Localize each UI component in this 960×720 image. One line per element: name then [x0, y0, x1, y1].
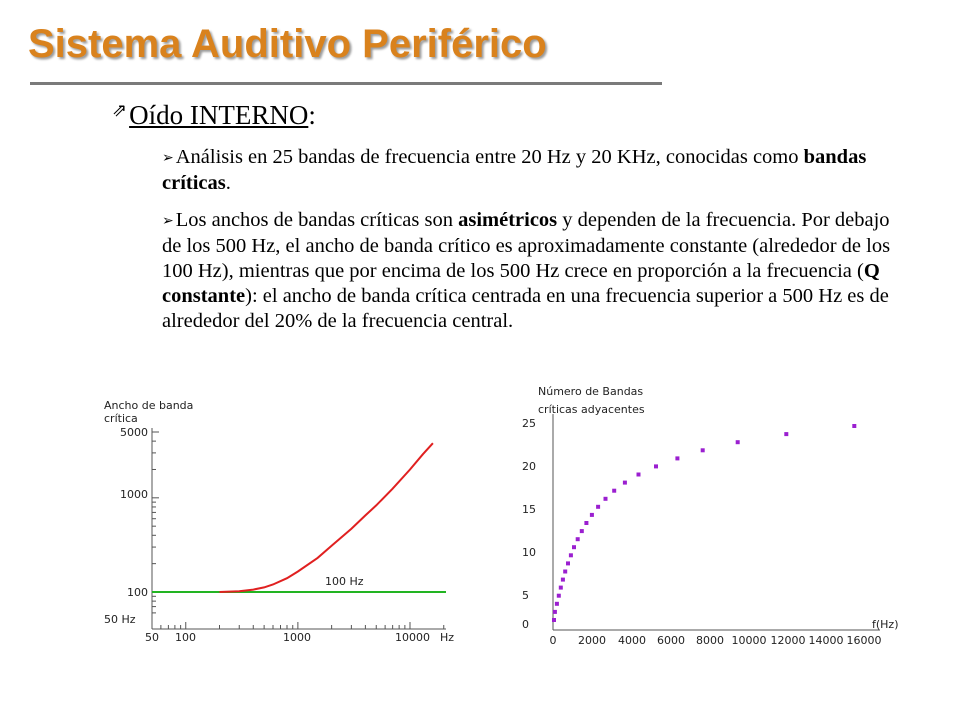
chart2-xtick-8000: 8000 [696, 634, 724, 647]
chart2-point [636, 472, 641, 477]
chart2-points [552, 424, 857, 622]
chart2-point [558, 585, 563, 590]
chart1-minor-ticks [151, 431, 445, 629]
chart2-point [622, 480, 627, 485]
chart2-ytick-0: 0 [522, 618, 529, 631]
chart2-point [560, 577, 565, 582]
chart1-xtick-1000: 1000 [283, 631, 311, 644]
bullet-1-text: Análisis en 25 bandas de frecuencia entr… [175, 146, 804, 168]
bullet-2-bold-a: asimétricos [458, 209, 558, 231]
chart2-xlabel: f(Hz) [872, 618, 899, 631]
chart2-point [612, 488, 617, 493]
chart1-ytick-50hz: 50 Hz [104, 613, 136, 626]
chart2-point [556, 593, 561, 598]
chart2-xtick-4000: 4000 [618, 634, 646, 647]
chart2-xtick-2000: 2000 [578, 634, 606, 647]
chart2-point [568, 553, 573, 558]
chart1-xtick-10000: 10000 [395, 631, 430, 644]
chart2-ylabel-2: críticas adyacentes [538, 403, 645, 416]
bullet-1-bold: bandas críticas [162, 146, 867, 194]
chart2-point [572, 545, 576, 550]
chart2-point [552, 609, 557, 614]
chart2-point [589, 512, 594, 517]
chart2-xtick-16000: 16000 [847, 634, 882, 647]
chart2-point [584, 521, 589, 525]
chart2-ylabel-1: Número de Bandas [538, 385, 643, 398]
chart2-xtick-10000: 10000 [732, 634, 767, 647]
bullet-2-text-c: ): el ancho de banda crítica centrada en… [162, 285, 889, 332]
heading-text: Oído INTERNO [129, 100, 309, 130]
chart2-point [852, 424, 857, 428]
chart2-point [566, 561, 570, 566]
chart1-series-bandwidth [219, 442, 434, 593]
bullet-arrow-icon: ⇗ [112, 100, 128, 121]
chart2-point [579, 529, 584, 534]
chart2-ytick-10: 10 [522, 546, 536, 559]
main-heading: ⇗Oído INTERNO: [112, 100, 316, 131]
critical-bandwidth-chart: Ancho de banda crítica 5000 1000 100 50 … [104, 399, 454, 644]
chart2-ytick-20: 20 [522, 460, 536, 473]
chart2-ytick-25: 25 [522, 417, 536, 430]
chart2-xtick-0: 0 [550, 634, 557, 647]
chart1-ylabel-1: Ancho de banda [104, 399, 193, 412]
heading-colon: : [308, 100, 316, 130]
chart1-ytick-1000: 1000 [120, 488, 148, 501]
bullet-arrow-icon: ➢ [162, 213, 174, 229]
bullet-2-text-b: y dependen de la frecuencia. Por debajo … [162, 209, 891, 282]
bullet-arrow-icon: ➢ [162, 150, 174, 166]
chart2-point [554, 601, 559, 606]
chart2-point [675, 456, 680, 461]
bullet-1-end: . [225, 172, 231, 194]
slide-title: Sistema Auditivo Periférico [28, 22, 547, 66]
chart2-xtick-14000: 14000 [809, 634, 844, 647]
chart2-ytick-5: 5 [522, 589, 529, 602]
chart1-x-unit: Hz [440, 631, 454, 644]
chart1-series-label: 100 Hz [325, 575, 364, 588]
chart2-point [700, 448, 705, 453]
chart2-ytick-15: 15 [522, 503, 536, 516]
chart2-xtick-12000: 12000 [771, 634, 806, 647]
chart2-point [654, 464, 658, 469]
chart2-point [735, 440, 740, 445]
chart1-ytick-100: 100 [127, 586, 148, 599]
title-underline [30, 82, 662, 85]
chart2-point [552, 618, 556, 622]
bullet-1: ➢Análisis en 25 bandas de frecuencia ent… [162, 145, 902, 196]
chart1-xtick-50: 50 [145, 631, 159, 644]
bullet-2-text-a: Los anchos de bandas críticas son [175, 209, 459, 231]
chart1-ytick-5000: 5000 [120, 426, 148, 439]
bullet-2-bold-b: Q constante [162, 260, 880, 307]
bullet-2: ➢Los anchos de bandas críticas son asimé… [162, 208, 902, 334]
chart1-xtick-100: 100 [175, 631, 196, 644]
chart2-point [596, 504, 601, 509]
chart2-point [784, 432, 789, 437]
chart1-ylabel-2: crítica [104, 412, 138, 425]
chart2-point [575, 537, 580, 542]
chart2-xtick-6000: 6000 [657, 634, 685, 647]
chart2-point [603, 496, 608, 501]
chart2-point [563, 569, 568, 574]
